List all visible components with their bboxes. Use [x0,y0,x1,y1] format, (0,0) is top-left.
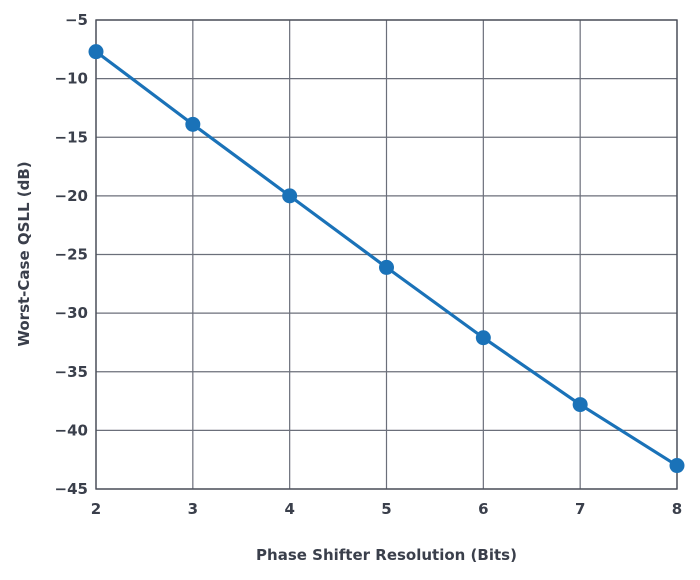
data-point [475,330,491,346]
series [88,44,685,474]
x-axis-ticks: 2 3 4 5 6 7 8 [91,500,682,518]
data-point [669,458,685,474]
x-tick-label: 4 [284,500,294,518]
x-axis-title: Phase Shifter Resolution (Bits) [256,546,517,564]
y-tick-label: −30 [55,304,88,322]
y-tick-label: −25 [55,246,88,264]
y-axis-title: Worst-Case QSLL (dB) [15,161,33,346]
x-tick-label: 2 [91,500,101,518]
data-point [185,116,201,132]
data-point [379,259,394,275]
grid [95,19,678,490]
x-tick-label: 6 [478,500,488,518]
x-tick-label: 8 [672,500,682,518]
y-tick-label: −35 [55,363,88,381]
data-point [572,397,588,413]
y-tick-label: −40 [55,421,88,439]
y-tick-label: −10 [55,70,88,88]
data-point [88,44,104,60]
data-point [282,188,298,204]
y-tick-label: −5 [65,11,88,29]
y-axis-ticks: −5 −10 −15 −20 −25 −30 −35 −40 −45 [55,11,88,498]
x-tick-label: 3 [188,500,198,518]
y-tick-label: −15 [55,128,88,146]
x-tick-label: 5 [381,500,391,518]
y-tick-label: −20 [55,187,88,205]
y-tick-label: −45 [55,480,88,498]
x-tick-label: 7 [575,500,585,518]
plot-frame [95,19,678,490]
